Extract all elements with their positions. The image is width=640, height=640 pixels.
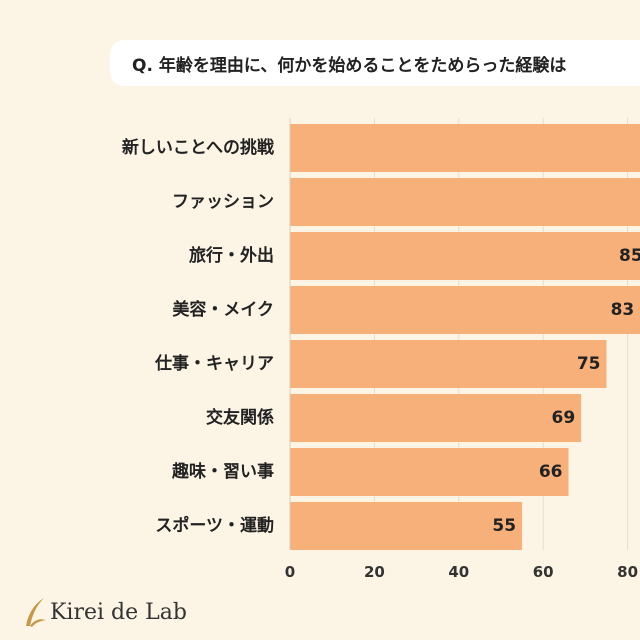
bar: [290, 232, 640, 280]
value-label: 66: [539, 462, 563, 482]
bar: [290, 340, 607, 388]
category-label: 美容・メイク: [172, 299, 274, 320]
x-tick-label: 20: [364, 563, 385, 581]
x-tick-label: 80: [617, 563, 638, 581]
x-tick-label: 40: [448, 563, 469, 581]
category-label: 趣味・習い事: [171, 461, 274, 482]
x-tick-label: 0: [285, 563, 295, 581]
value-label: 69: [552, 408, 576, 428]
category-label: 交友関係: [206, 407, 274, 428]
bar: [290, 448, 569, 496]
bar: [290, 394, 582, 442]
category-label: スポーツ・運動: [155, 515, 274, 536]
logo-text: Kirei de Lab: [50, 599, 187, 625]
category-label: 新しいことへの挑戦: [122, 137, 275, 158]
bar: [290, 286, 640, 334]
brand-logo: Kirei de Lab: [22, 592, 187, 632]
value-label: 75: [577, 354, 601, 374]
value-label: 83: [611, 300, 635, 320]
bar: [290, 178, 640, 226]
leaf-logo-icon: [26, 598, 46, 627]
bar: [290, 124, 640, 172]
x-tick-label: 60: [533, 563, 554, 581]
category-label: 旅行・外出: [189, 245, 274, 266]
category-label: ファッション: [172, 192, 274, 212]
category-label: 仕事・キャリア: [154, 353, 274, 374]
value-label: 55: [492, 516, 516, 536]
value-label: 85: [619, 246, 640, 266]
chart-title: Q. 年齢を理由に、何かを始めることをためらった経験は: [110, 40, 640, 86]
bar: [290, 502, 523, 550]
